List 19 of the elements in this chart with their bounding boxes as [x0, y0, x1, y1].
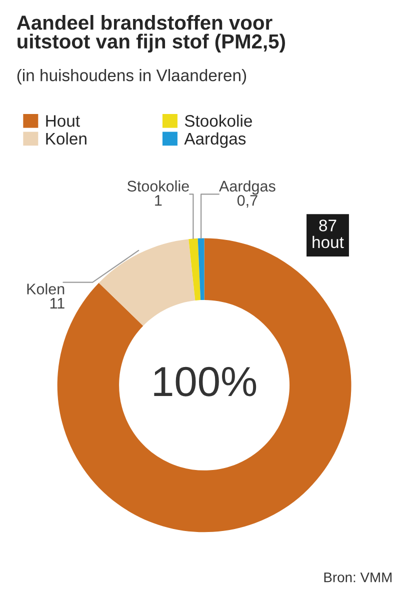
data-label: 87 — [319, 220, 336, 232]
data-label: 11 — [50, 298, 64, 309]
data-label: 0,7 — [237, 195, 258, 208]
legend-label: Stookolie — [184, 114, 252, 127]
legend-label: Hout — [46, 115, 80, 127]
chart-title: Aandeel brandstoffen voor uitstoot van fijn stof (PM2,5) — [16, 15, 285, 53]
slice-label: Kolen — [27, 283, 64, 294]
slice-label: Aardgas — [219, 180, 276, 195]
slice-label: Stookolie — [127, 180, 189, 192]
legend-label: Aardgas — [184, 132, 246, 148]
legend-label: Kolen — [46, 132, 86, 145]
data-label: 1 — [155, 195, 162, 206]
donut-slice — [188, 238, 201, 300]
donut-slice — [98, 239, 196, 326]
text: Bron: VMM — [324, 572, 392, 582]
text: 100% — [154, 366, 256, 396]
text: hout — [312, 236, 344, 248]
chart-subtitle: (in huishoudens in Vlaanderen) — [17, 69, 246, 85]
donut-slice — [198, 238, 204, 300]
